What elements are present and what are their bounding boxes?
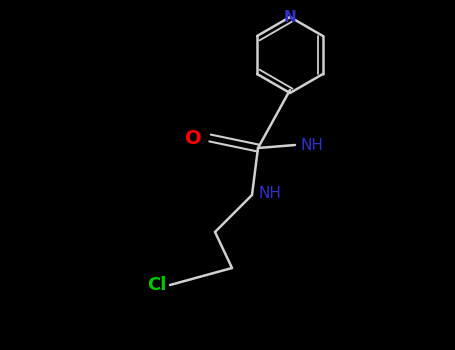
Text: NH: NH — [301, 138, 324, 153]
Text: Cl: Cl — [147, 276, 166, 294]
Text: N: N — [283, 9, 296, 25]
Text: NH: NH — [258, 186, 281, 201]
Text: O: O — [185, 128, 202, 147]
